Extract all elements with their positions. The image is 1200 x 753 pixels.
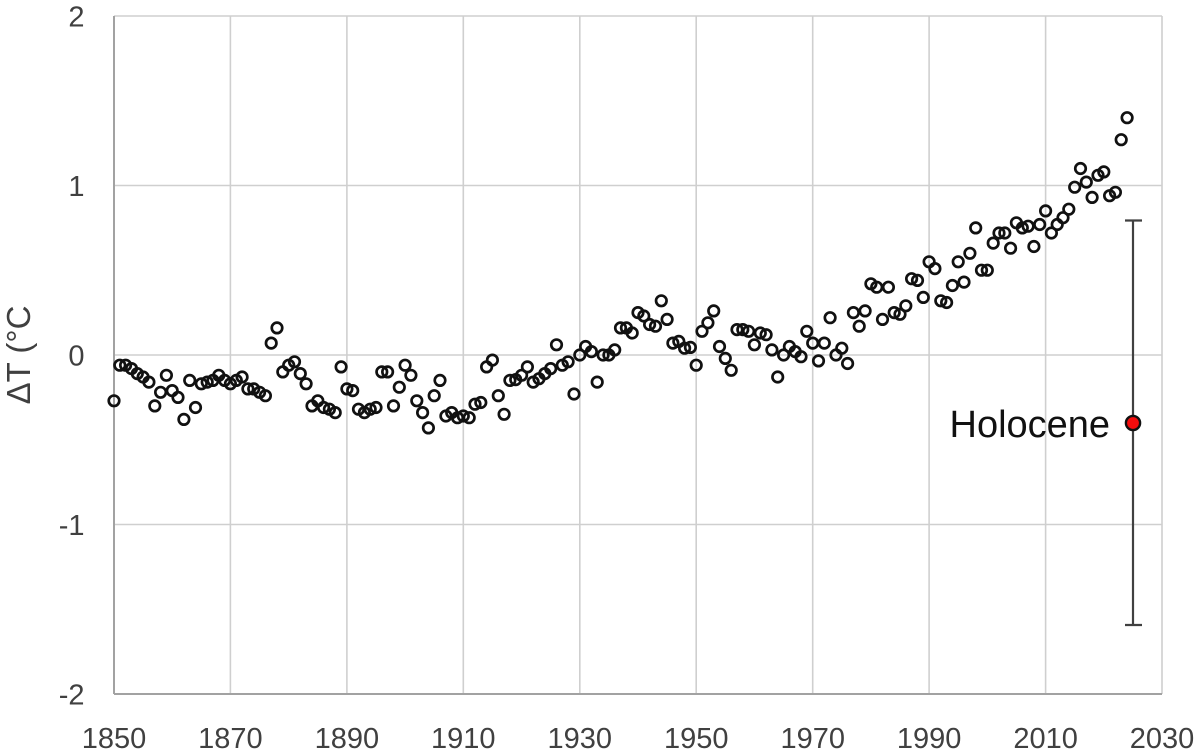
svg-text:-2: -2 <box>59 680 85 712</box>
svg-text:1870: 1870 <box>198 723 263 753</box>
svg-text:1890: 1890 <box>315 723 380 753</box>
svg-text:0: 0 <box>68 341 84 373</box>
svg-text:2: 2 <box>68 2 84 34</box>
svg-text:2010: 2010 <box>1013 723 1078 753</box>
svg-text:1910: 1910 <box>431 723 496 753</box>
svg-text:Holocene: Holocene <box>950 404 1111 446</box>
svg-text:ΔT (°C: ΔT (°C <box>0 306 37 405</box>
svg-text:2030: 2030 <box>1130 723 1195 753</box>
svg-text:1: 1 <box>68 171 84 203</box>
svg-text:1970: 1970 <box>780 723 845 753</box>
svg-text:1990: 1990 <box>897 723 962 753</box>
svg-text:1850: 1850 <box>82 723 147 753</box>
svg-text:1930: 1930 <box>548 723 613 753</box>
svg-text:1950: 1950 <box>664 723 729 753</box>
svg-text:-1: -1 <box>59 510 85 542</box>
